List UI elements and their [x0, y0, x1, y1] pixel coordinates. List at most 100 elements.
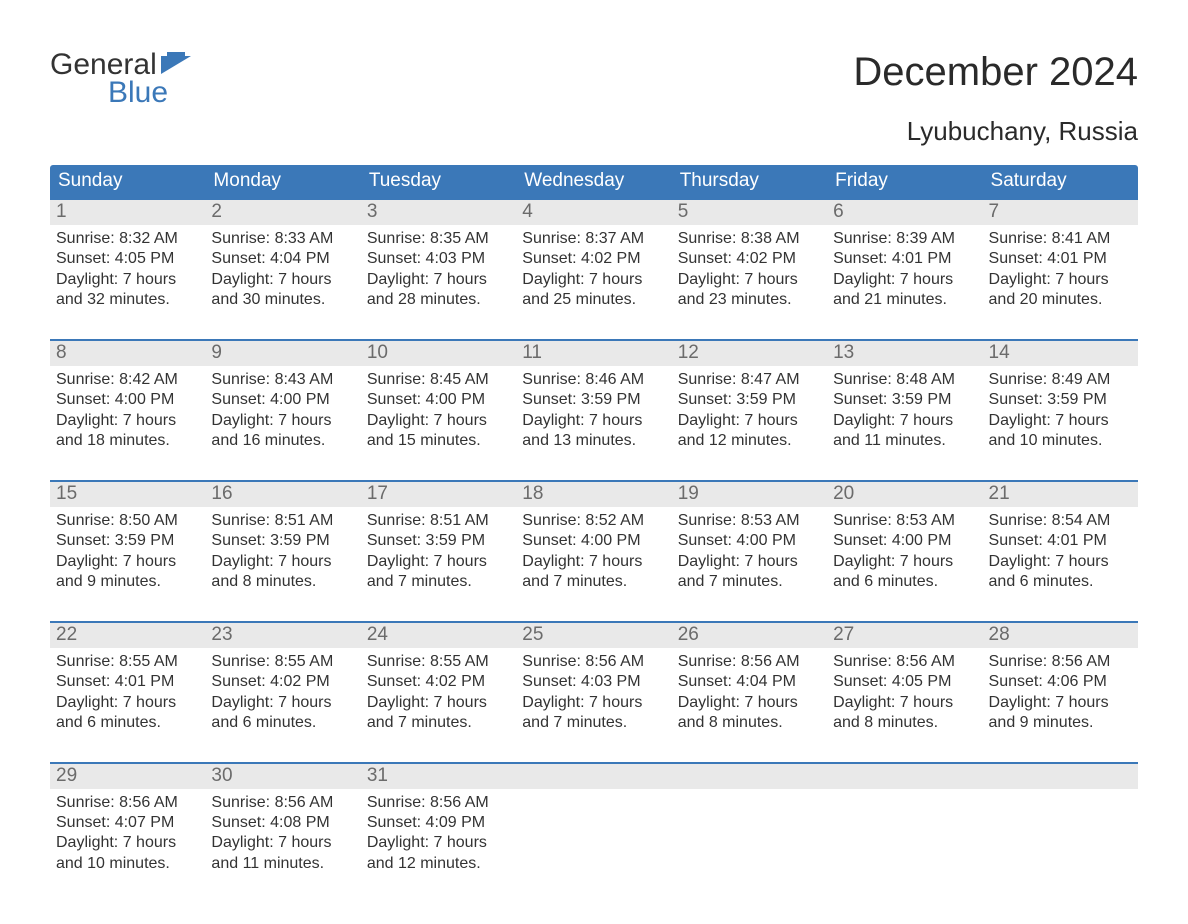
day-sunrise: Sunrise: 8:46 AM	[522, 370, 665, 390]
day-number-bar: 28	[983, 623, 1138, 648]
dow-thursday: Thursday	[672, 165, 827, 198]
day-d1: Daylight: 7 hours	[989, 552, 1132, 572]
day-sunset: Sunset: 4:09 PM	[367, 813, 510, 833]
calendar-day	[672, 764, 827, 885]
week-row: 1Sunrise: 8:32 AMSunset: 4:05 PMDaylight…	[50, 198, 1138, 321]
day-body: Sunrise: 8:51 AMSunset: 3:59 PMDaylight:…	[211, 511, 354, 593]
day-number: 18	[522, 483, 543, 504]
calendar-day: 31Sunrise: 8:56 AMSunset: 4:09 PMDayligh…	[361, 764, 516, 885]
day-number-bar: 30	[205, 764, 360, 789]
day-d2: and 10 minutes.	[989, 431, 1132, 451]
day-of-week-header: Sunday Monday Tuesday Wednesday Thursday…	[50, 165, 1138, 198]
day-d2: and 6 minutes.	[989, 572, 1132, 592]
weeks-container: 1Sunrise: 8:32 AMSunset: 4:05 PMDaylight…	[50, 198, 1138, 884]
calendar-day: 2Sunrise: 8:33 AMSunset: 4:04 PMDaylight…	[205, 200, 360, 321]
day-d1: Daylight: 7 hours	[56, 693, 199, 713]
day-d2: and 28 minutes.	[367, 290, 510, 310]
calendar-day: 24Sunrise: 8:55 AMSunset: 4:02 PMDayligh…	[361, 623, 516, 744]
day-number-bar: 10	[361, 341, 516, 366]
calendar-day: 21Sunrise: 8:54 AMSunset: 4:01 PMDayligh…	[983, 482, 1138, 603]
week-row: 15Sunrise: 8:50 AMSunset: 3:59 PMDayligh…	[50, 480, 1138, 603]
day-number: 26	[678, 624, 699, 645]
week-row: 8 Sunrise: 8:42 AMSunset: 4:00 PMDaylight…	[50, 339, 1138, 462]
day-d1: Daylight: 7 hours	[211, 411, 354, 431]
calendar-day: 16Sunrise: 8:51 AMSunset: 3:59 PMDayligh…	[205, 482, 360, 603]
calendar-day: 12Sunrise: 8:47 AMSunset: 3:59 PMDayligh…	[672, 341, 827, 462]
day-body: Sunrise: 8:42 AMSunset: 4:00 PMDaylight:…	[56, 370, 199, 452]
day-d1: Daylight: 7 hours	[989, 270, 1132, 290]
day-d2: and 6 minutes.	[56, 713, 199, 733]
day-number	[522, 765, 527, 786]
day-number-bar: 20	[827, 482, 982, 507]
day-body: Sunrise: 8:46 AMSunset: 3:59 PMDaylight:…	[522, 370, 665, 452]
day-d1: Daylight: 7 hours	[56, 270, 199, 290]
calendar-day: 18Sunrise: 8:52 AMSunset: 4:00 PMDayligh…	[516, 482, 671, 603]
day-sunrise: Sunrise: 8:56 AM	[56, 793, 199, 813]
day-body: Sunrise: 8:39 AMSunset: 4:01 PMDaylight:…	[833, 229, 976, 311]
day-number-bar	[672, 764, 827, 789]
day-d1: Daylight: 7 hours	[678, 270, 821, 290]
day-body: Sunrise: 8:56 AMSunset: 4:08 PMDaylight:…	[211, 793, 354, 875]
day-sunset: Sunset: 4:02 PM	[211, 672, 354, 692]
day-sunrise: Sunrise: 8:54 AM	[989, 511, 1132, 531]
day-body: Sunrise: 8:56 AMSunset: 4:03 PMDaylight:…	[522, 652, 665, 734]
day-d2: and 11 minutes.	[833, 431, 976, 451]
day-sunrise: Sunrise: 8:48 AM	[833, 370, 976, 390]
day-number-bar: 7	[983, 200, 1138, 225]
day-sunset: Sunset: 4:00 PM	[56, 390, 199, 410]
day-sunrise: Sunrise: 8:33 AM	[211, 229, 354, 249]
calendar-day: 15Sunrise: 8:50 AMSunset: 3:59 PMDayligh…	[50, 482, 205, 603]
day-number-bar: 27	[827, 623, 982, 648]
day-body: Sunrise: 8:54 AMSunset: 4:01 PMDaylight:…	[989, 511, 1132, 593]
flag-icon	[161, 52, 191, 74]
day-d2: and 12 minutes.	[367, 854, 510, 874]
day-sunrise: Sunrise: 8:56 AM	[522, 652, 665, 672]
day-sunset: Sunset: 4:02 PM	[522, 249, 665, 269]
day-sunrise: Sunrise: 8:56 AM	[367, 793, 510, 813]
day-body: Sunrise: 8:33 AMSunset: 4:04 PMDaylight:…	[211, 229, 354, 311]
day-d1: Daylight: 7 hours	[367, 270, 510, 290]
day-d1: Daylight: 7 hours	[522, 552, 665, 572]
day-body: Sunrise: 8:56 AMSunset: 4:06 PMDaylight:…	[989, 652, 1132, 734]
day-sunset: Sunset: 4:01 PM	[56, 672, 199, 692]
day-number: 31	[367, 765, 388, 786]
day-number	[833, 765, 838, 786]
day-sunset: Sunset: 4:01 PM	[989, 531, 1132, 551]
page-subtitle: Lyubuchany, Russia	[50, 116, 1138, 147]
day-sunrise: Sunrise: 8:51 AM	[367, 511, 510, 531]
day-number: 5	[678, 201, 689, 222]
dow-monday: Monday	[205, 165, 360, 198]
day-number: 9	[211, 342, 222, 363]
day-sunset: Sunset: 4:00 PM	[367, 390, 510, 410]
day-number-bar: 9	[205, 341, 360, 366]
day-number-bar	[983, 764, 1138, 789]
day-number: 12	[678, 342, 699, 363]
day-d1: Daylight: 7 hours	[989, 693, 1132, 713]
day-sunset: Sunset: 4:08 PM	[211, 813, 354, 833]
day-number-bar: 3	[361, 200, 516, 225]
day-number-bar: 13	[827, 341, 982, 366]
day-d1: Daylight: 7 hours	[678, 693, 821, 713]
day-sunrise: Sunrise: 8:47 AM	[678, 370, 821, 390]
day-sunrise: Sunrise: 8:32 AM	[56, 229, 199, 249]
day-number: 10	[367, 342, 388, 363]
day-number	[678, 765, 683, 786]
calendar-day: 23Sunrise: 8:55 AMSunset: 4:02 PMDayligh…	[205, 623, 360, 744]
day-number: 8	[56, 342, 67, 363]
day-number: 11	[522, 342, 542, 363]
day-body: Sunrise: 8:53 AMSunset: 4:00 PMDaylight:…	[833, 511, 976, 593]
day-number: 4	[522, 201, 533, 222]
day-d2: and 10 minutes.	[56, 854, 199, 874]
day-body: Sunrise: 8:49 AMSunset: 3:59 PMDaylight:…	[989, 370, 1132, 452]
day-d2: and 21 minutes.	[833, 290, 976, 310]
day-sunrise: Sunrise: 8:43 AM	[211, 370, 354, 390]
day-body: Sunrise: 8:55 AMSunset: 4:01 PMDaylight:…	[56, 652, 199, 734]
brand-logo: General Blue	[50, 50, 191, 108]
brand-word2: Blue	[108, 78, 191, 108]
day-sunset: Sunset: 4:04 PM	[678, 672, 821, 692]
day-sunrise: Sunrise: 8:52 AM	[522, 511, 665, 531]
calendar-day: 4Sunrise: 8:37 AMSunset: 4:02 PMDaylight…	[516, 200, 671, 321]
calendar-day: 14Sunrise: 8:49 AMSunset: 3:59 PMDayligh…	[983, 341, 1138, 462]
header-row: General Blue December 2024	[50, 50, 1138, 108]
day-number-bar: 11	[516, 341, 671, 366]
